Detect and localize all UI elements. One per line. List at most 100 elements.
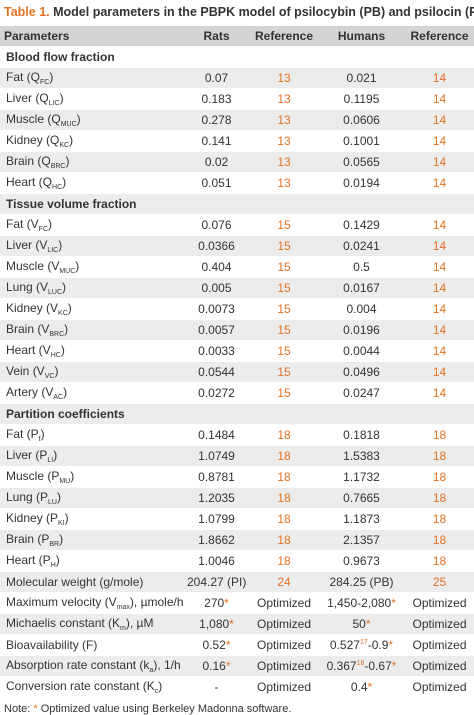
text: ) [76,112,81,126]
cell: 1,080* [183,613,250,635]
cell: Molecular weight (g/mole) [0,571,183,593]
cell: 0.4* [318,676,405,698]
cell: 0.0033 [183,340,250,362]
note-mark: * [391,596,396,610]
cell: 1.5383 [318,445,405,467]
cell: 18 [405,445,474,467]
reference: 14 [432,260,447,274]
page: Table 1. Model parameters in the PBPK mo… [0,5,474,715]
text: ) [65,154,70,168]
subscript: max [116,604,130,611]
text: Lung (V [6,280,49,294]
cell: Michaelis constant (Km), µM [0,613,183,635]
cell: 0.1195 [318,88,405,110]
text: ) [58,238,63,252]
subscript: KI [58,520,65,527]
text: Maximum velocity (V [6,595,117,609]
text: Fat (V [6,217,39,231]
subscript: f [38,436,41,443]
cell: Liver (PLI) [0,445,183,467]
data-row: Fat (Pf) 0.1484 18 0.1818 18 [0,424,474,446]
text: 270 [204,596,225,610]
cell: 14 [405,67,474,89]
cell: Optimized [250,613,318,635]
note-mark: * [229,617,234,631]
footnote-text: Optimized value using Berkeley Madonna s… [40,703,292,715]
cell: 18 [250,508,318,530]
text: Kidney (V [6,301,59,315]
cell: 18 [250,550,318,572]
text: Liver (Q [6,91,49,105]
text: ) [54,364,59,378]
text: ) [62,280,67,294]
cell: 15 [250,319,318,341]
reference: 14 [432,344,447,358]
reference: 24 [277,575,291,589]
text: ) [53,448,58,462]
subscript: MU [59,478,71,485]
subscript: LUC [48,289,63,296]
reference: 14 [432,155,447,169]
text: ) [70,469,75,483]
cell: 14 [405,88,474,110]
reference: 13 [277,92,291,106]
cell: 18 [250,445,318,467]
cell: Fat (VFC) [0,214,183,236]
note-mark: * [391,659,397,673]
reference: 18 [432,491,447,505]
data-row: Fat (QFC) 0.07 13 0.021 14 [0,67,474,89]
column-header: Humans [318,26,405,47]
cell: Lung (VLUC) [0,277,183,299]
cell: 14 [405,235,474,257]
text: Kidney (P [6,511,59,525]
footnote: Note: * Optimized value using Berkeley M… [0,698,474,715]
text: Liver (V [6,238,48,252]
subscript: LI [47,457,54,464]
cell: 18 [405,424,474,446]
cell: Optimized [405,634,474,656]
text: ) [56,490,61,504]
cell: 0.004 [318,298,405,320]
cell: 0.051 [183,172,250,194]
cell: Liver (VLIC) [0,235,183,257]
cell: Muscle (PMU) [0,466,183,488]
cell: 0.0241 [318,235,405,257]
cell: 13 [250,88,318,110]
reference: 18 [277,428,291,442]
cell: Optimized [250,676,318,698]
reference: 14 [432,71,447,85]
footnote-label: Note: [4,703,31,715]
text: ) [49,70,54,84]
cell: 14 [405,361,474,383]
reference: 18 [277,491,291,505]
reference: 14 [432,176,447,190]
subscript: HC [52,184,63,191]
cell: Heart (PH) [0,550,183,572]
cell: 14 [405,256,474,278]
subscript: KC [58,310,68,317]
cell: 0.5 [318,256,405,278]
data-row: Conversion rate constant (Kc) - Optimized 0… [0,676,474,698]
text: 0.52 [202,638,226,652]
subscript: HC [50,352,61,359]
cell: Kidney (VKC) [0,298,183,320]
subscript: LU [48,499,57,506]
text: ) [64,511,69,525]
text: ) [59,91,64,105]
text: ) [63,385,68,399]
cell: 270* [183,592,250,614]
cell: 18 [405,466,474,488]
text: Conversion rate constant (K [6,679,155,693]
subscript: AC [53,394,64,401]
cell: Optimized [405,613,474,635]
cell: 14 [405,151,474,173]
data-row: Muscle (VMUC) 0.404 15 0.5 14 [0,256,474,278]
reference: 18 [277,533,291,547]
reference: 14 [432,386,447,400]
cell: Fat (Pf) [0,424,183,446]
reference: 15 [277,386,291,400]
reference: 13 [277,155,291,169]
cell: 0.0247 [318,382,405,404]
text: ) [48,217,53,231]
text: -0.67 [364,659,392,673]
